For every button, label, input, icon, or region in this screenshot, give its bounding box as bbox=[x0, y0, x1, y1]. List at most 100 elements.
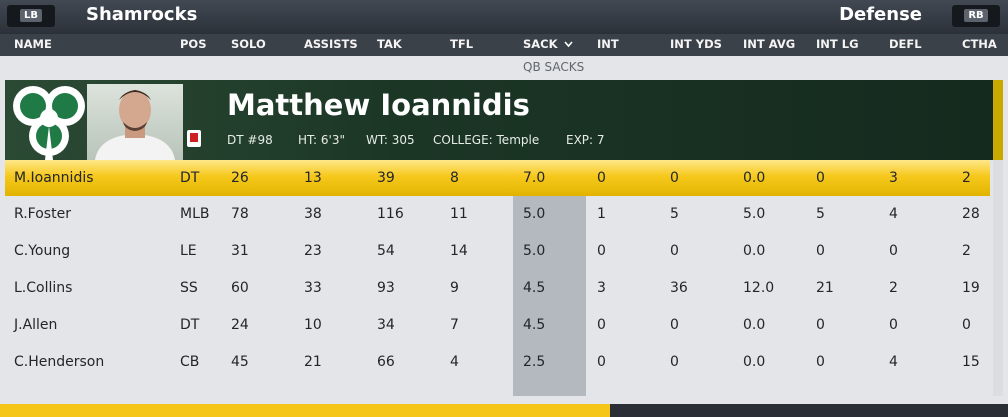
cell-tfl: 4 bbox=[450, 354, 459, 370]
cell-tfl: 8 bbox=[450, 170, 459, 186]
header-int-avg[interactable]: INT AVG bbox=[743, 37, 796, 51]
cell-ctha: 0 bbox=[962, 317, 971, 333]
cell-tak: 34 bbox=[377, 317, 395, 333]
shamrock-logo-icon bbox=[13, 86, 85, 160]
cell-defl: 3 bbox=[889, 170, 898, 186]
player-silhouette-icon bbox=[95, 90, 175, 160]
scroll-progress-bar bbox=[0, 404, 1008, 417]
cell-int-avg: 0.0 bbox=[743, 317, 766, 333]
header-tak[interactable]: TAK bbox=[377, 37, 402, 51]
chevron-down-icon bbox=[563, 41, 573, 48]
cell-name: C.Young bbox=[14, 243, 71, 259]
table-row[interactable]: L.Collins SS 60 33 93 9 4.5 3 36 12.0 21… bbox=[5, 270, 990, 307]
player-card: Matthew Ioannidis DT #98 HT: 6'3" WT: 30… bbox=[5, 80, 993, 160]
cell-pos: CB bbox=[180, 354, 200, 370]
table-row[interactable]: J.Allen DT 24 10 34 7 4.5 0 0 0.0 0 0 0 bbox=[5, 307, 990, 344]
cell-assists: 13 bbox=[304, 170, 322, 186]
cell-defl: 0 bbox=[889, 243, 898, 259]
cell-pos: DT bbox=[180, 317, 200, 333]
table-row[interactable]: R.Foster MLB 78 38 116 11 5.0 1 5 5.0 5 … bbox=[5, 196, 990, 233]
cell-int-yds: 0 bbox=[670, 170, 679, 186]
cell-tak: 93 bbox=[377, 280, 395, 296]
cell-int-yds: 0 bbox=[670, 317, 679, 333]
cell-solo: 31 bbox=[231, 243, 249, 259]
cell-name: L.Collins bbox=[14, 280, 73, 296]
cell-defl: 2 bbox=[889, 280, 898, 296]
stats-table: M.Ioannidis DT 26 13 39 8 7.0 0 0 0.0 0 … bbox=[5, 160, 990, 381]
table-row[interactable]: C.Henderson CB 45 21 66 4 2.5 0 0 0.0 0 … bbox=[5, 344, 990, 381]
player-weight: WT: 305 bbox=[366, 133, 415, 147]
cell-sack: 5.0 bbox=[523, 243, 546, 259]
nfl-shield-icon bbox=[187, 130, 201, 147]
header-name[interactable]: NAME bbox=[14, 37, 52, 51]
cell-tfl: 14 bbox=[450, 243, 468, 259]
cell-assists: 38 bbox=[304, 206, 322, 222]
scrollbar-track[interactable] bbox=[993, 160, 1003, 396]
table-row[interactable]: M.Ioannidis DT 26 13 39 8 7.0 0 0 0.0 0 … bbox=[5, 160, 990, 196]
cell-int-lg: 0 bbox=[816, 170, 825, 186]
header-defl[interactable]: DEFL bbox=[889, 37, 922, 51]
column-headers: NAME POS SOLO ASSISTS TAK TFL SACK INT I… bbox=[0, 34, 1008, 56]
cell-assists: 33 bbox=[304, 280, 322, 296]
title-bar: LB Shamrocks Defense RB bbox=[0, 0, 1008, 34]
header-assists[interactable]: ASSISTS bbox=[304, 37, 358, 51]
stat-category: Defense bbox=[839, 4, 922, 25]
header-int-lg[interactable]: INT LG bbox=[816, 37, 859, 51]
cell-tak: 39 bbox=[377, 170, 395, 186]
cell-int-yds: 36 bbox=[670, 280, 688, 296]
cell-int: 0 bbox=[597, 317, 606, 333]
cell-name: C.Henderson bbox=[14, 354, 105, 370]
cell-defl: 0 bbox=[889, 317, 898, 333]
cell-ctha: 2 bbox=[962, 243, 971, 259]
cell-int-avg: 0.0 bbox=[743, 243, 766, 259]
cell-int-avg: 5.0 bbox=[743, 206, 766, 222]
cell-pos: SS bbox=[180, 280, 198, 296]
selection-indicator bbox=[993, 80, 1003, 160]
cell-int-lg: 0 bbox=[816, 317, 825, 333]
left-bumper-button[interactable]: LB bbox=[7, 5, 55, 27]
header-pos[interactable]: POS bbox=[180, 37, 207, 51]
player-height: HT: 6'3" bbox=[298, 133, 345, 147]
header-tfl[interactable]: TFL bbox=[450, 37, 474, 51]
cell-pos: DT bbox=[180, 170, 200, 186]
right-bumper-button[interactable]: RB bbox=[952, 5, 1000, 27]
header-sack-label: SACK bbox=[523, 37, 558, 51]
header-int-yds[interactable]: INT YDS bbox=[670, 37, 722, 51]
header-sack[interactable]: SACK bbox=[523, 37, 573, 51]
sort-column-highlight bbox=[513, 196, 586, 396]
cell-name: R.Foster bbox=[14, 206, 71, 222]
cell-tak: 54 bbox=[377, 243, 395, 259]
cell-sack: 5.0 bbox=[523, 206, 546, 222]
team-name: Shamrocks bbox=[86, 4, 198, 25]
cell-tfl: 7 bbox=[450, 317, 459, 333]
cell-int: 1 bbox=[597, 206, 606, 222]
cell-pos: MLB bbox=[180, 206, 210, 222]
cell-ctha: 15 bbox=[962, 354, 980, 370]
player-college: COLLEGE: Temple bbox=[433, 133, 540, 147]
cell-solo: 24 bbox=[231, 317, 249, 333]
header-ctha[interactable]: CTHA bbox=[962, 37, 997, 51]
cell-sack: 4.5 bbox=[523, 280, 546, 296]
cell-int-yds: 5 bbox=[670, 206, 679, 222]
cell-int-yds: 0 bbox=[670, 243, 679, 259]
player-name: Matthew Ioannidis bbox=[227, 88, 530, 122]
cell-int: 3 bbox=[597, 280, 606, 296]
cell-solo: 45 bbox=[231, 354, 249, 370]
cell-int-avg: 0.0 bbox=[743, 170, 766, 186]
cell-pos: LE bbox=[180, 243, 197, 259]
header-solo[interactable]: SOLO bbox=[231, 37, 266, 51]
cell-int: 0 bbox=[597, 170, 606, 186]
cell-int-avg: 0.0 bbox=[743, 354, 766, 370]
header-int[interactable]: INT bbox=[597, 37, 619, 51]
cell-assists: 21 bbox=[304, 354, 322, 370]
cell-int-lg: 5 bbox=[816, 206, 825, 222]
cell-ctha: 19 bbox=[962, 280, 980, 296]
player-position-number: DT #98 bbox=[227, 133, 273, 147]
cell-int-avg: 12.0 bbox=[743, 280, 775, 296]
cell-ctha: 2 bbox=[962, 170, 971, 186]
cell-int-lg: 0 bbox=[816, 354, 825, 370]
cell-tfl: 11 bbox=[450, 206, 468, 222]
cell-assists: 23 bbox=[304, 243, 322, 259]
scroll-progress-fill bbox=[0, 404, 610, 417]
table-row[interactable]: C.Young LE 31 23 54 14 5.0 0 0 0.0 0 0 2 bbox=[5, 233, 990, 270]
